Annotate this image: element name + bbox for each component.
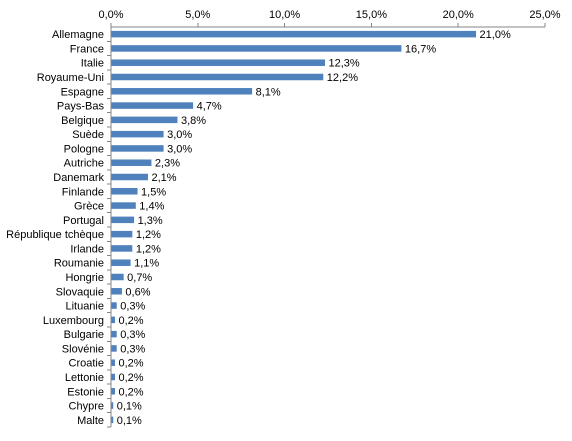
category-label: Belgique (61, 115, 104, 127)
data-label: 2,1% (151, 172, 176, 184)
bar (111, 202, 136, 209)
bar (111, 316, 115, 324)
x-tick-label: 5,0% (185, 9, 210, 21)
data-label: 0,3% (120, 301, 145, 313)
category-axis: Allemagne France Italie Royaume-Uni Espagne P… (6, 27, 112, 428)
bar (111, 402, 114, 409)
category-label: Bulgarie (64, 329, 104, 341)
x-tick-label: 10,0% (269, 9, 300, 21)
x-tick-label: 0,0% (98, 9, 123, 21)
data-label: 1,4% (139, 201, 164, 213)
bar (111, 173, 148, 181)
bar (111, 259, 131, 266)
data-label: 0,3% (120, 343, 145, 355)
category-label: Grèce (74, 201, 104, 213)
data-label: 0,3% (120, 329, 145, 341)
category-label: Lituanie (65, 301, 104, 313)
category-label: Croatie (69, 358, 104, 370)
data-label: 0,1% (117, 401, 142, 413)
category-label: Royaume-Uni (37, 72, 104, 84)
category-label: Roumanie (54, 258, 104, 270)
bar (111, 302, 117, 309)
bar (111, 59, 326, 66)
category-label: Allemagne (52, 29, 104, 41)
data-label: 0,2% (118, 358, 143, 370)
data-label: 3,0% (167, 129, 192, 141)
category-label: Pays-Bas (57, 101, 105, 113)
bar (111, 388, 115, 395)
bar (111, 116, 178, 124)
data-label: 2,3% (155, 158, 180, 170)
category-label: Italie (81, 58, 104, 70)
data-label: 1,3% (138, 215, 163, 227)
bar (111, 330, 117, 338)
category-label: Lettonie (65, 372, 104, 384)
bar (111, 30, 477, 38)
bar (111, 359, 115, 366)
category-label: France (70, 43, 104, 55)
data-label: 1,5% (141, 186, 166, 198)
category-label: Estonie (67, 386, 104, 398)
data-label: 12,3% (329, 58, 360, 70)
category-label: Espagne (61, 86, 104, 98)
bar (111, 73, 324, 81)
category-label: Hongrie (65, 272, 104, 284)
bar (111, 130, 164, 138)
bar (111, 159, 152, 166)
bar (111, 288, 122, 295)
bar (111, 188, 138, 195)
category-label: Danemark (53, 172, 104, 184)
bar (111, 373, 115, 381)
x-tick-label: 15,0% (356, 9, 387, 21)
data-label: 21,0% (480, 29, 511, 41)
category-label: Finlande (62, 186, 104, 198)
bar (111, 216, 135, 224)
bar (111, 230, 133, 238)
category-label: Malte (77, 415, 104, 427)
category-label: Autriche (64, 158, 104, 170)
data-label: 0,6% (125, 286, 150, 298)
x-tick-label: 20,0% (443, 9, 474, 21)
bar (111, 273, 124, 281)
category-label: Portugal (63, 215, 104, 227)
bars (111, 30, 477, 424)
category-label: Slovaquie (56, 286, 104, 298)
x-tick-label: 25,0% (529, 9, 560, 21)
bar (111, 345, 117, 352)
data-label: 3,0% (167, 143, 192, 155)
category-label: Slovénie (62, 343, 104, 355)
data-label: 1,2% (136, 229, 161, 241)
bar (111, 88, 253, 95)
data-label: 3,8% (181, 115, 206, 127)
data-label: 0,2% (118, 372, 143, 384)
bar (111, 102, 194, 109)
category-label: Irlande (70, 243, 104, 255)
bar (111, 245, 133, 252)
data-label: 0,1% (117, 415, 142, 427)
category-label: Luxembourg (43, 315, 104, 327)
category-label: Suède (72, 129, 104, 141)
data-label: 0,2% (118, 315, 143, 327)
category-label: République tchèque (6, 229, 104, 241)
data-label: 0,2% (118, 386, 143, 398)
data-labels: 21,0% 16,7% 12,3% 12,2% 8,1% 4,7% 3,8% 3,0% 3,0%… (117, 29, 511, 427)
data-label: 1,1% (134, 258, 159, 270)
data-label: 8,1% (256, 86, 281, 98)
category-label: Chypre (69, 401, 104, 413)
x-axis: 0,0% 5,0% 10,0% 15,0% 20,0% 25,0% (98, 9, 561, 28)
data-label: 0,7% (127, 272, 152, 284)
data-label: 16,7% (405, 43, 436, 55)
data-label: 12,2% (327, 72, 358, 84)
data-label: 1,2% (136, 243, 161, 255)
data-label: 4,7% (197, 101, 222, 113)
bar (111, 45, 402, 52)
category-label: Pologne (64, 143, 104, 155)
bar (111, 145, 164, 152)
bar (111, 416, 114, 424)
